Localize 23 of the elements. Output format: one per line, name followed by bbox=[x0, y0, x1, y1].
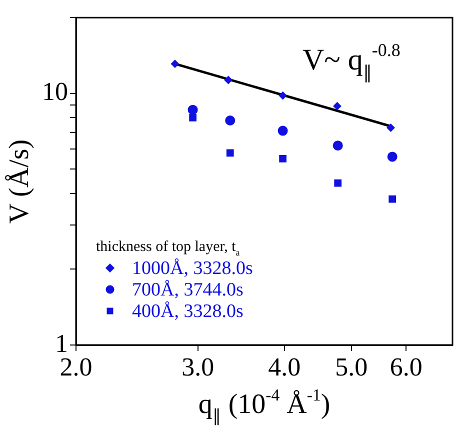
y-axis-title: V (Å/s) bbox=[4, 139, 35, 224]
x-tick-label: 4.0 bbox=[268, 352, 301, 382]
point bbox=[387, 152, 398, 162]
x-tick-label: 6.0 bbox=[390, 352, 422, 382]
point bbox=[225, 116, 236, 126]
point bbox=[224, 76, 232, 84]
point bbox=[332, 140, 343, 151]
point bbox=[388, 195, 396, 203]
point bbox=[170, 60, 179, 68]
point bbox=[333, 102, 342, 110]
point bbox=[226, 149, 234, 157]
point bbox=[334, 179, 342, 187]
point bbox=[386, 124, 395, 132]
legend-label: 1000Å, 3328.0s bbox=[132, 258, 253, 279]
point bbox=[278, 126, 288, 136]
y-tick-label: 10 bbox=[42, 77, 68, 106]
x-tick-label: 5.0 bbox=[335, 352, 368, 382]
point bbox=[278, 92, 287, 100]
legend-label: 700Å, 3744.0s bbox=[132, 280, 244, 300]
x-tick-label: 3.0 bbox=[182, 352, 214, 382]
annotation: V~ q∥-0.8 bbox=[302, 40, 400, 83]
point bbox=[279, 155, 286, 162]
legend-label: 400Å, 3328.0s bbox=[132, 301, 244, 322]
